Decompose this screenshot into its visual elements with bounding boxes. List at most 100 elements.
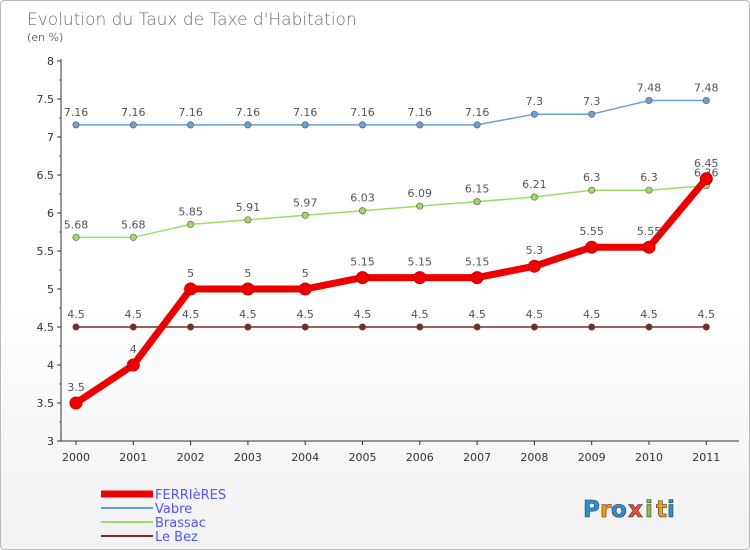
data-point xyxy=(588,110,596,118)
data-point xyxy=(473,198,481,206)
data-point xyxy=(645,186,653,194)
data-label: 5.68 xyxy=(64,218,89,231)
data-label: 6.21 xyxy=(522,178,547,191)
data-point xyxy=(129,233,137,241)
y-tick-label: 5.5 xyxy=(37,245,55,258)
x-tick-label: 2004 xyxy=(291,451,319,464)
data-label: 3.5 xyxy=(67,381,85,394)
x-tick-label: 2008 xyxy=(520,451,548,464)
data-label: 7.3 xyxy=(526,95,544,108)
chart-subtitle: (en %) xyxy=(27,31,63,44)
series-line-ferri-res xyxy=(72,175,710,407)
x-tick-label: 2000 xyxy=(62,451,90,464)
data-label: 4.5 xyxy=(354,308,372,321)
x-tick-label: 2003 xyxy=(234,451,262,464)
data-label: 6.45 xyxy=(694,157,719,170)
data-point xyxy=(530,110,538,118)
data-label: 5.97 xyxy=(293,196,318,209)
data-point xyxy=(69,396,83,410)
y-tick-label: 6.5 xyxy=(37,169,55,182)
data-label: 4.5 xyxy=(698,308,716,321)
data-point xyxy=(244,323,252,331)
data-point xyxy=(416,121,424,129)
series-line-vabre xyxy=(75,99,708,126)
data-point xyxy=(72,323,80,331)
data-label: 5.55 xyxy=(579,225,604,238)
logo-letter: P xyxy=(583,497,600,523)
logo-letter: x xyxy=(628,497,643,523)
data-point xyxy=(645,97,653,105)
data-point xyxy=(356,271,369,285)
logo-letter: i xyxy=(645,497,653,523)
data-label: 4 xyxy=(130,343,137,356)
data-label: 6.3 xyxy=(640,171,658,184)
data-point xyxy=(301,121,309,129)
data-label: 6.15 xyxy=(465,183,490,196)
logo-letter: t xyxy=(656,497,667,523)
data-label: 5.91 xyxy=(236,201,261,214)
x-tick-label: 2010 xyxy=(635,451,663,464)
data-label: 7.16 xyxy=(350,106,375,119)
chart-title: Evolution du Taux de Taxe d'Habitation xyxy=(27,10,357,30)
data-label: 4.5 xyxy=(583,308,601,321)
data-point xyxy=(642,240,656,254)
data-label: 4.5 xyxy=(526,308,544,321)
data-point xyxy=(358,121,366,129)
x-tick-label: 2005 xyxy=(349,451,377,464)
series-layer: 7.16 7.16 7.16 7.16 7.16 7.16 7.16 7.16 7.3 7.3 7.… xyxy=(64,82,719,410)
data-point xyxy=(72,233,80,241)
data-label: 7.48 xyxy=(694,82,719,95)
series-le-bez: 4.5 4.5 4.5 4.5 4.5 4.5 4.5 4.5 4.5 4.5 4.5 4.5 xyxy=(67,308,716,331)
axes: 3 3.5 4 4.5 5 5.5 6 6.5 7 7.5 8 2000 2001 2002 2003 200… xyxy=(37,55,739,464)
y-tick-label: 4 xyxy=(47,359,54,372)
data-point xyxy=(588,323,596,331)
data-label: 5 xyxy=(187,267,194,280)
series-vabre: 7.16 7.16 7.16 7.16 7.16 7.16 7.16 7.16 7.3 7.3 7.… xyxy=(64,82,719,129)
data-label: 4.5 xyxy=(468,308,486,321)
logo-letter: i xyxy=(667,497,675,523)
data-label: 4.5 xyxy=(125,308,143,321)
data-point xyxy=(187,323,195,331)
data-point xyxy=(358,207,366,215)
data-point xyxy=(473,121,481,129)
y-tick-label: 6 xyxy=(47,207,54,220)
data-point xyxy=(470,271,484,285)
y-tick-label: 5 xyxy=(47,283,54,296)
y-tick-label: 8 xyxy=(47,55,54,68)
data-label: 7.16 xyxy=(408,106,433,119)
data-label: 4.5 xyxy=(182,308,200,321)
data-point xyxy=(527,259,541,273)
data-point xyxy=(301,211,309,219)
data-point xyxy=(241,282,255,296)
data-label: 6.09 xyxy=(408,187,433,200)
series-ferri-res: 3.5 4 5 5 5 5.15 5.15 5.15 5.3 5.55 5.55 6.45 xyxy=(67,157,719,410)
y-tick-label: 4.5 xyxy=(37,321,55,334)
data-point xyxy=(416,323,424,331)
data-label: 6.03 xyxy=(350,192,375,205)
data-label: 7.16 xyxy=(465,106,490,119)
data-point xyxy=(530,323,538,331)
data-point xyxy=(530,193,538,201)
y-tick-label: 7.5 xyxy=(37,93,55,106)
series-brassac: 5.68 5.68 5.85 5.91 5.97 6.03 6.09 6.15 6.21 6.3 6… xyxy=(64,167,719,241)
data-point xyxy=(187,121,195,129)
data-point xyxy=(298,282,312,296)
data-point xyxy=(126,358,140,372)
data-label: 5 xyxy=(244,267,251,280)
data-label: 7.16 xyxy=(64,106,89,119)
legend-label: Le Bez xyxy=(155,530,198,545)
legend-label: Vabre xyxy=(155,502,192,517)
x-tick-label: 2009 xyxy=(578,451,606,464)
x-tick-label: 2011 xyxy=(692,451,720,464)
data-label: 4.5 xyxy=(411,308,429,321)
data-label: 7.48 xyxy=(637,82,662,95)
data-label: 5.15 xyxy=(408,256,433,269)
data-label: 5.15 xyxy=(350,256,375,269)
data-point xyxy=(413,271,427,285)
data-label: 4.5 xyxy=(239,308,257,321)
data-point xyxy=(358,323,366,331)
data-label: 7.16 xyxy=(293,106,318,119)
data-label: 7.16 xyxy=(121,106,146,119)
